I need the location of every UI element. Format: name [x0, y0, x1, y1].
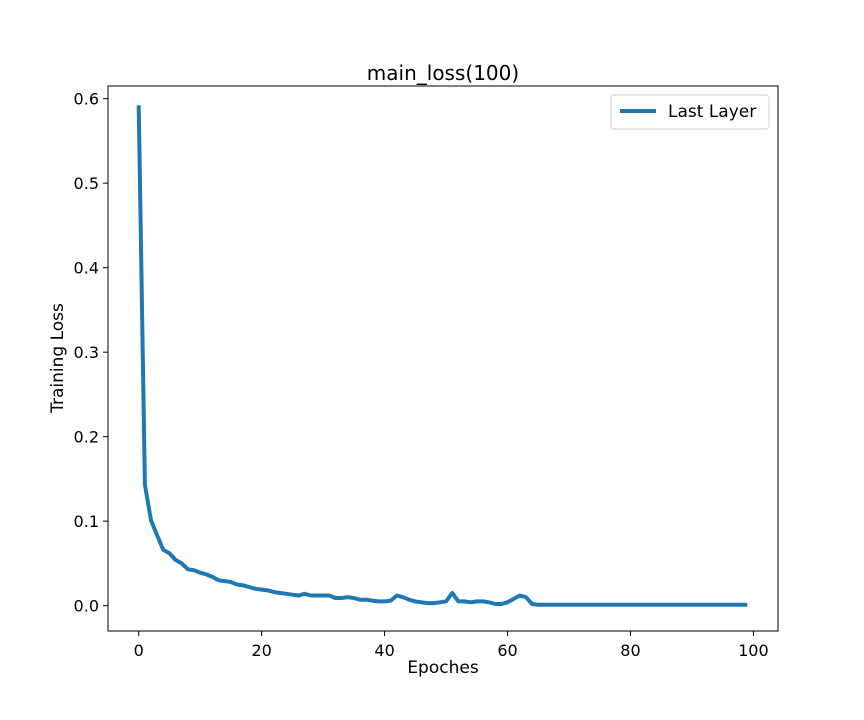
- y-tick-label: 0.0: [74, 597, 99, 616]
- x-axis: 0 20 40 60 80 100: [134, 631, 769, 660]
- x-tick-label: 100: [738, 641, 769, 660]
- axes-frame: [107, 85, 779, 632]
- x-axis-label: Epoches: [407, 658, 479, 678]
- x-tick-label: 0: [134, 641, 144, 660]
- x-tick-label: 40: [374, 641, 394, 660]
- series-line-last-layer: [136, 105, 748, 607]
- chart-title: main_loss(100): [367, 61, 519, 85]
- y-tick-label: 0.4: [74, 259, 99, 278]
- x-tick-label: 60: [497, 641, 517, 660]
- x-tick-label: 20: [251, 641, 271, 660]
- legend-box: [610, 94, 770, 130]
- y-tick-label: 0.3: [74, 343, 99, 362]
- legend-label-last-layer: Last Layer: [668, 102, 756, 122]
- y-axis: 0.0 0.1 0.2 0.3 0.4 0.5 0.6: [74, 90, 108, 616]
- y-tick-label: 0.1: [74, 512, 99, 531]
- y-axis-label: Training Loss: [48, 303, 68, 414]
- y-tick-label: 0.2: [74, 428, 99, 447]
- y-tick-label: 0.6: [74, 90, 99, 109]
- x-tick-label: 80: [620, 641, 640, 660]
- legend: Last Layer: [610, 94, 770, 130]
- plot-area: [136, 105, 748, 607]
- y-tick-label: 0.5: [74, 174, 99, 193]
